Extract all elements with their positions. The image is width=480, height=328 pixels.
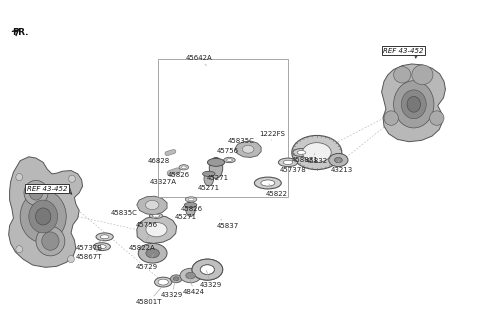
Ellipse shape: [407, 96, 420, 112]
Ellipse shape: [146, 222, 167, 237]
Ellipse shape: [293, 149, 310, 156]
Text: 43329: 43329: [161, 280, 183, 298]
Ellipse shape: [170, 275, 182, 283]
Ellipse shape: [242, 145, 254, 153]
Ellipse shape: [224, 157, 235, 163]
Text: 48424: 48424: [183, 277, 205, 295]
Ellipse shape: [335, 157, 342, 163]
Text: 458871: 458871: [291, 154, 318, 163]
Text: 45822A: 45822A: [128, 236, 155, 251]
Text: FR.: FR.: [12, 28, 28, 37]
Text: 45271: 45271: [175, 208, 197, 220]
Ellipse shape: [181, 166, 186, 169]
Ellipse shape: [394, 81, 434, 128]
Ellipse shape: [292, 135, 342, 170]
Text: 45835C: 45835C: [110, 206, 139, 215]
Text: 45826: 45826: [168, 168, 190, 178]
Text: 43213: 43213: [331, 161, 353, 173]
Ellipse shape: [20, 190, 66, 243]
Ellipse shape: [278, 158, 298, 167]
Ellipse shape: [69, 175, 75, 182]
Ellipse shape: [158, 279, 168, 285]
Ellipse shape: [146, 249, 159, 258]
Text: 457378: 457378: [279, 164, 306, 173]
Ellipse shape: [155, 277, 172, 287]
PathPatch shape: [382, 64, 445, 142]
Ellipse shape: [36, 226, 65, 256]
Ellipse shape: [173, 277, 179, 281]
Ellipse shape: [384, 111, 398, 125]
Ellipse shape: [16, 246, 23, 253]
Ellipse shape: [97, 245, 106, 249]
Ellipse shape: [186, 202, 195, 216]
Ellipse shape: [184, 202, 197, 208]
Ellipse shape: [227, 159, 232, 161]
Ellipse shape: [24, 180, 48, 205]
Text: 45729: 45729: [135, 254, 157, 270]
Ellipse shape: [180, 268, 201, 283]
Bar: [158, 59, 288, 197]
Text: 46828: 46828: [147, 154, 170, 164]
PathPatch shape: [9, 157, 83, 267]
Ellipse shape: [201, 265, 214, 274]
Ellipse shape: [29, 200, 58, 233]
Ellipse shape: [401, 90, 426, 119]
Text: 45822: 45822: [266, 184, 288, 196]
Ellipse shape: [204, 172, 214, 186]
Ellipse shape: [42, 232, 59, 250]
Text: 43329: 43329: [200, 271, 222, 288]
Text: 45867T: 45867T: [75, 248, 102, 260]
Ellipse shape: [302, 143, 331, 162]
Ellipse shape: [283, 160, 293, 164]
Text: 43327A: 43327A: [150, 174, 177, 185]
PathPatch shape: [137, 196, 167, 215]
Ellipse shape: [93, 243, 110, 251]
Ellipse shape: [192, 259, 223, 280]
Ellipse shape: [254, 177, 281, 189]
Ellipse shape: [179, 165, 189, 170]
Text: 45737B: 45737B: [75, 239, 105, 251]
Text: REF 43-452: REF 43-452: [27, 186, 67, 192]
Ellipse shape: [207, 158, 225, 166]
Text: 45642A: 45642A: [186, 55, 213, 66]
PathPatch shape: [137, 216, 177, 243]
Text: 45271: 45271: [206, 170, 228, 181]
Text: 45801T: 45801T: [135, 285, 163, 305]
Ellipse shape: [100, 235, 109, 239]
Ellipse shape: [203, 171, 215, 176]
Ellipse shape: [16, 174, 23, 181]
Ellipse shape: [96, 233, 113, 241]
Ellipse shape: [192, 259, 223, 280]
Text: REF 43-452: REF 43-452: [383, 48, 423, 54]
Ellipse shape: [430, 111, 444, 125]
Text: 45826: 45826: [181, 201, 203, 212]
Ellipse shape: [152, 215, 160, 217]
Ellipse shape: [297, 151, 306, 154]
Ellipse shape: [200, 265, 215, 275]
Ellipse shape: [188, 198, 194, 201]
Ellipse shape: [185, 197, 197, 202]
Ellipse shape: [186, 272, 195, 279]
Text: 1222FS: 1222FS: [260, 131, 286, 140]
Ellipse shape: [329, 154, 348, 167]
Text: 45835C: 45835C: [228, 138, 254, 148]
Ellipse shape: [36, 208, 51, 225]
Ellipse shape: [149, 213, 163, 218]
Text: 45271: 45271: [197, 179, 219, 191]
Text: 45832: 45832: [306, 154, 328, 164]
Ellipse shape: [145, 200, 159, 210]
Ellipse shape: [261, 180, 275, 186]
Ellipse shape: [68, 256, 74, 263]
Text: 45756: 45756: [135, 216, 157, 228]
Ellipse shape: [394, 67, 411, 83]
Ellipse shape: [29, 186, 43, 200]
Text: 45756: 45756: [217, 148, 239, 159]
Ellipse shape: [138, 243, 167, 263]
Text: 45837: 45837: [217, 219, 239, 229]
Ellipse shape: [209, 157, 223, 178]
Ellipse shape: [412, 65, 433, 85]
PathPatch shape: [235, 141, 261, 157]
